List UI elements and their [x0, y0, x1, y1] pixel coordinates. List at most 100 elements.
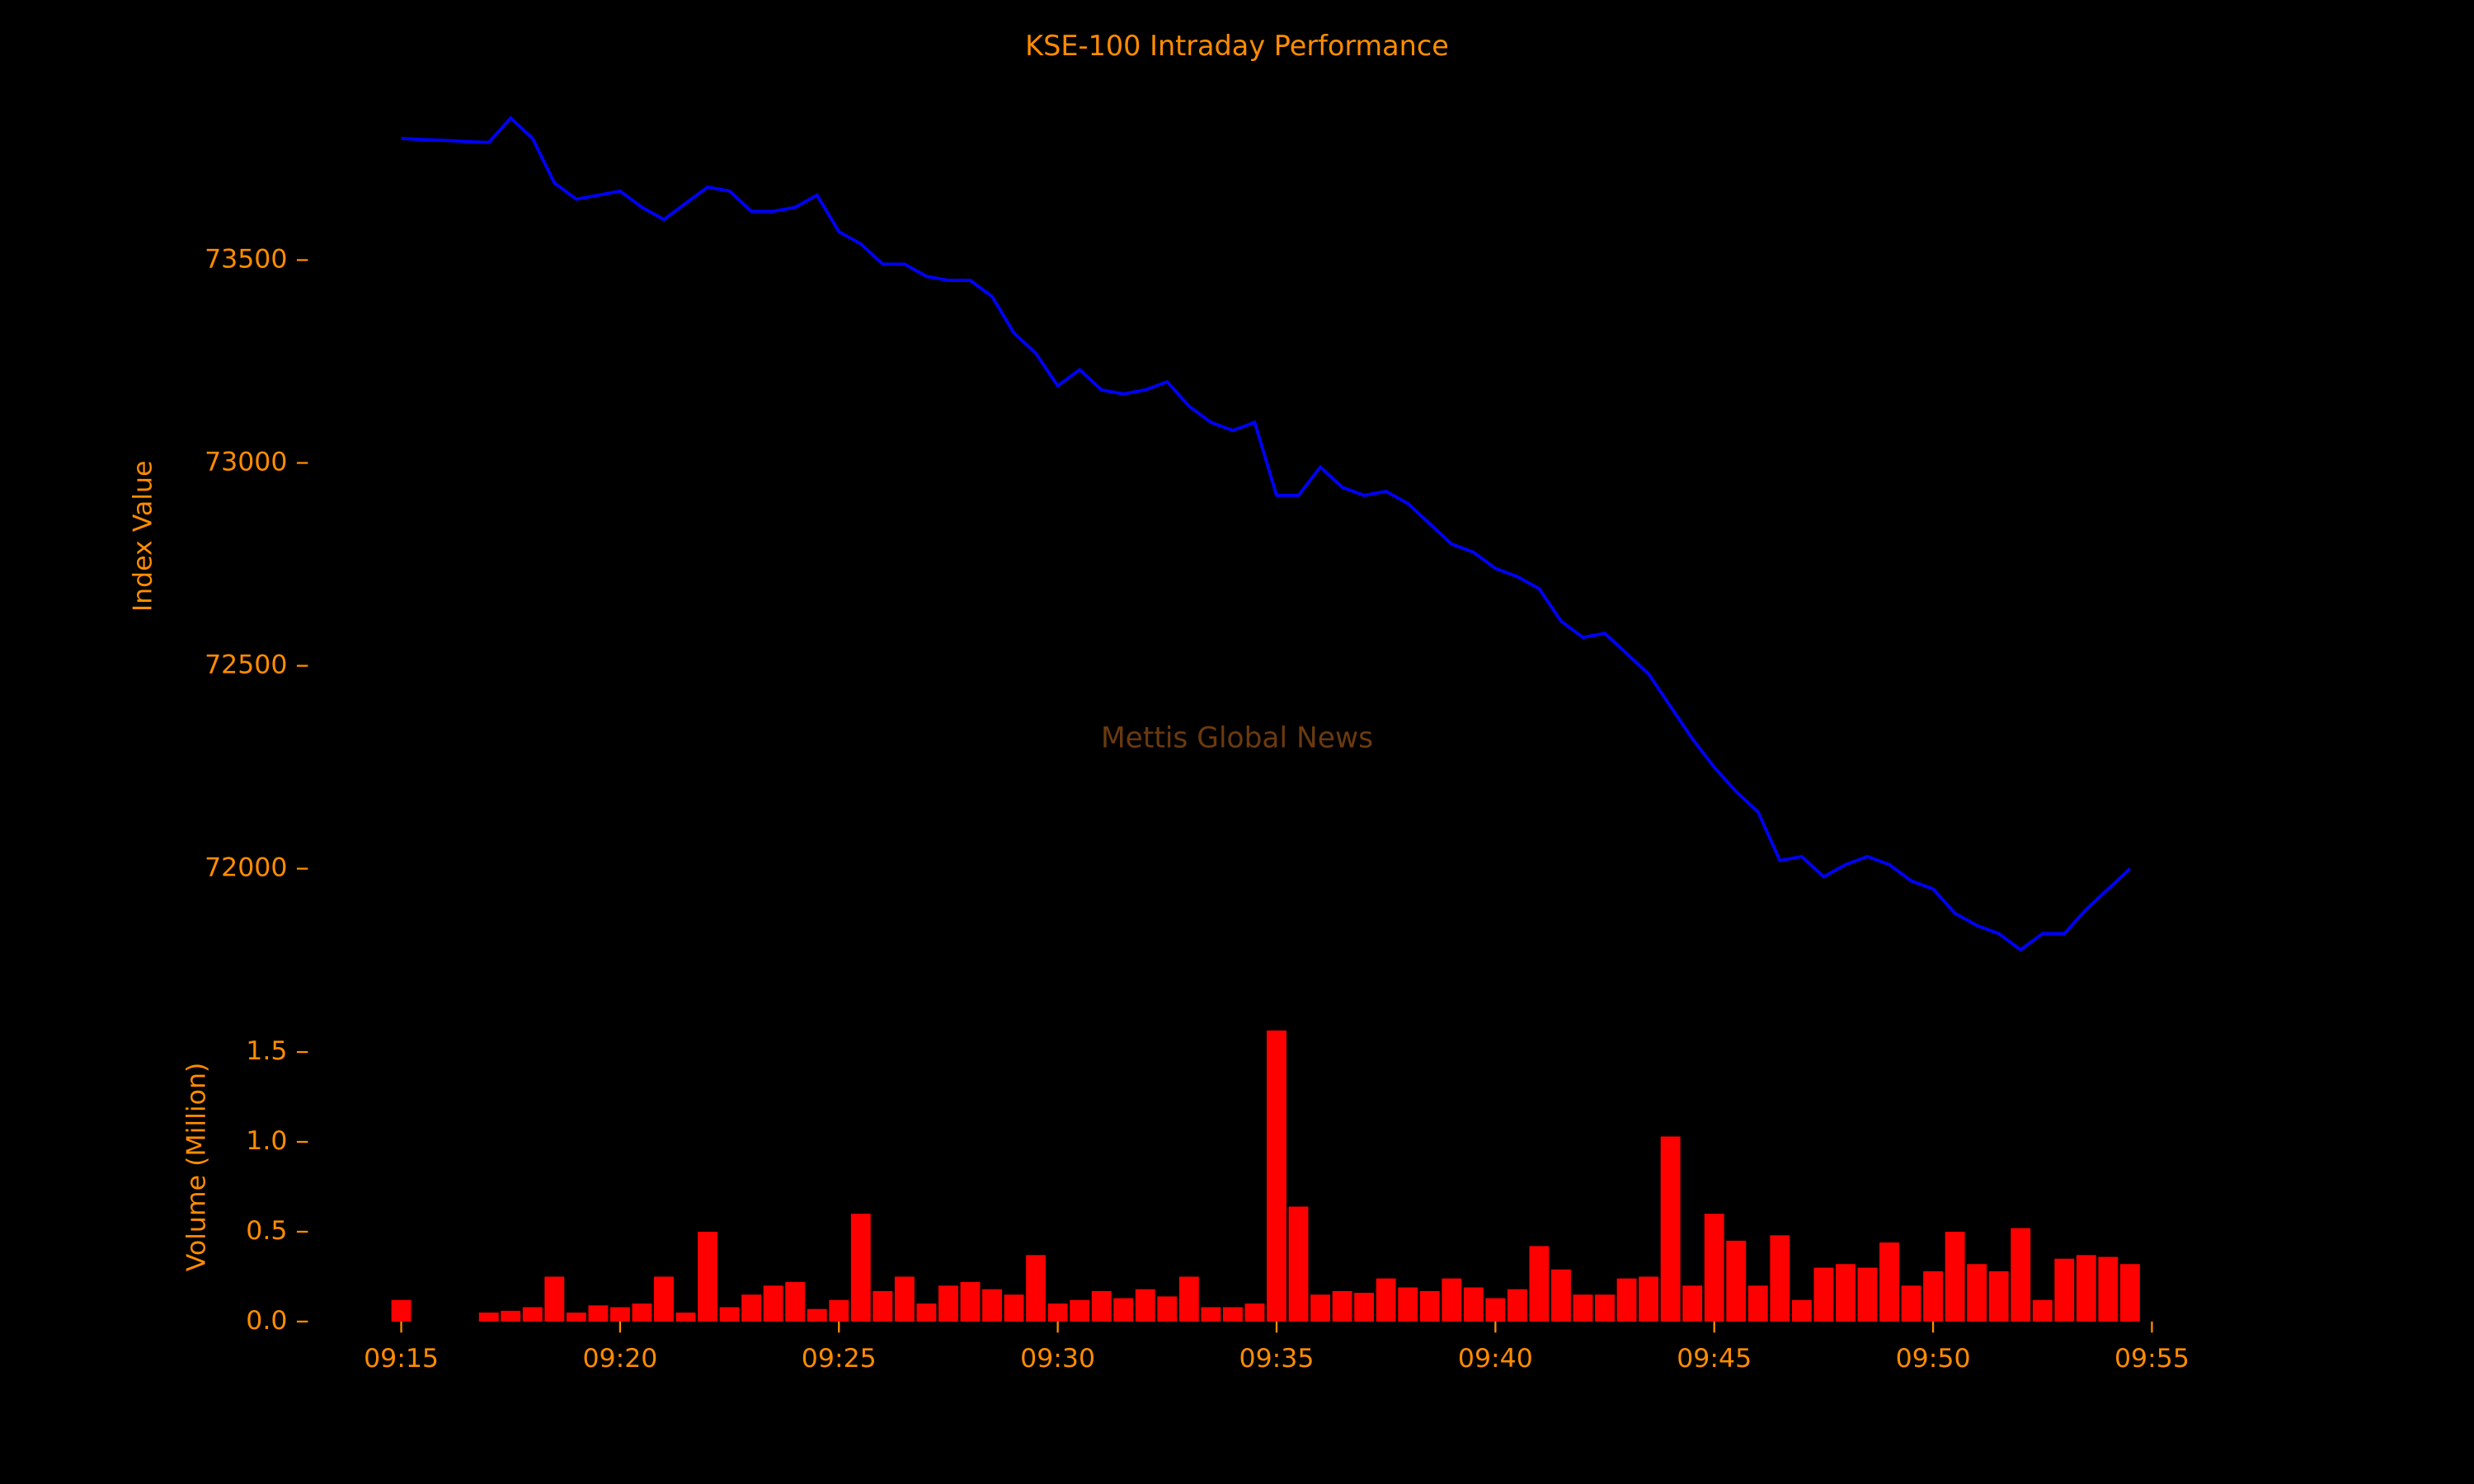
y-axis-label: Index Value: [128, 461, 158, 613]
x-tick-label: 09:50: [1896, 1344, 1971, 1374]
volume-bar: [1091, 1290, 1112, 1322]
volume-bar: [1770, 1235, 1790, 1322]
volume-bar: [1813, 1267, 1834, 1322]
volume-bar: [478, 1313, 499, 1322]
y-tick-label: 73500: [205, 244, 287, 274]
volume-bar: [1485, 1298, 1506, 1322]
y-tick-label: 1.5: [246, 1036, 287, 1066]
volume-bar: [1070, 1299, 1090, 1322]
x-tick-label: 09:15: [364, 1344, 439, 1374]
volume-bar: [829, 1299, 849, 1322]
volume-bar: [1288, 1206, 1309, 1322]
volume-bar: [1354, 1293, 1375, 1322]
y-tick-label: 0.5: [246, 1216, 287, 1246]
volume-bar: [501, 1310, 521, 1322]
volume-bar: [1835, 1264, 1856, 1322]
x-tick-label: 09:20: [582, 1344, 657, 1374]
volume-bar: [566, 1313, 586, 1322]
volume-bar: [1791, 1299, 1812, 1322]
volume-bar: [1704, 1214, 1724, 1322]
x-tick-label: 09:25: [802, 1344, 877, 1374]
volume-bar: [609, 1307, 630, 1322]
volume-bar: [1660, 1136, 1681, 1322]
volume-bar: [1442, 1278, 1462, 1322]
volume-bar: [1726, 1240, 1747, 1322]
volume-bar: [1901, 1285, 1921, 1322]
x-tick-label: 09:30: [1020, 1344, 1095, 1374]
volume-bar: [2076, 1255, 2096, 1322]
y-tick-label: 0.0: [246, 1306, 287, 1336]
x-tick-label: 09:45: [1677, 1344, 1752, 1374]
volume-bar: [1201, 1307, 1221, 1322]
volume-bar: [1463, 1287, 1484, 1322]
volume-bar: [2032, 1299, 2053, 1322]
volume-bar: [894, 1276, 915, 1322]
index-line: [401, 115, 2132, 952]
x-tick-label: 09:35: [1239, 1344, 1315, 1374]
volume-bar: [1595, 1294, 1615, 1322]
volume-bar: [1616, 1278, 1637, 1322]
volume-bar: [1178, 1276, 1199, 1322]
volume-bar: [1047, 1303, 1068, 1322]
volume-bar: [391, 1299, 412, 1322]
volume-bar: [1573, 1294, 1593, 1322]
volume-bar: [916, 1303, 937, 1322]
volume-bar: [1967, 1264, 1987, 1322]
volume-bar: [1639, 1276, 1659, 1322]
volume-bar: [1244, 1303, 1265, 1322]
volume-bar: [982, 1289, 1002, 1322]
y-axis-label: Volume (Million): [181, 1063, 211, 1272]
volume-bar: [1310, 1294, 1331, 1322]
volume-bar: [763, 1285, 783, 1322]
y-tick-label: 1.0: [246, 1126, 287, 1156]
volume-bar: [1157, 1296, 1178, 1322]
volume-bar: [1398, 1287, 1418, 1322]
volume-bar: [741, 1294, 762, 1322]
x-tick-label: 09:40: [1458, 1344, 1533, 1374]
volume-bar: [785, 1282, 806, 1322]
volume-bar: [2098, 1256, 2119, 1322]
volume-bar: [1923, 1270, 1944, 1322]
volume-bar: [675, 1313, 696, 1322]
volume-bar: [1988, 1270, 2009, 1322]
watermark: Mettis Global News: [1101, 722, 1373, 755]
volume-bar: [632, 1303, 652, 1322]
volume-bar: [719, 1307, 740, 1322]
volume-bar: [1529, 1246, 1550, 1322]
volume-bar: [960, 1282, 981, 1322]
volume-bar: [872, 1290, 893, 1322]
volume-bar: [1419, 1290, 1440, 1322]
volume-bar: [522, 1307, 543, 1322]
volume-bar: [698, 1232, 717, 1322]
volume-bar: [1222, 1307, 1243, 1322]
volume-bar: [1551, 1269, 1571, 1322]
volume-bar: [1857, 1267, 1878, 1322]
volume-bar: [1026, 1255, 1047, 1322]
volume-bar: [2119, 1264, 2140, 1322]
volume-bar: [807, 1308, 827, 1322]
volume-bar: [2011, 1228, 2031, 1322]
y-tick-label: 73000: [205, 448, 287, 477]
volume-bar: [1004, 1294, 1024, 1322]
volume-bar: [850, 1214, 871, 1322]
volume-bar: [1879, 1242, 1899, 1322]
volume-bar: [544, 1276, 565, 1322]
volume-bar: [938, 1285, 958, 1322]
volume-bar: [1682, 1285, 1703, 1322]
volume-bar: [1507, 1289, 1527, 1322]
volume-bar: [1267, 1030, 1286, 1322]
y-tick-label: 72000: [205, 853, 287, 883]
volume-bar: [1376, 1278, 1396, 1322]
volume-bar: [1747, 1285, 1768, 1322]
volume-bar: [588, 1305, 609, 1322]
volume-bar: [1135, 1289, 1155, 1322]
volume-bar: [2054, 1258, 2075, 1322]
volume-bar: [1113, 1298, 1134, 1322]
chart-title: KSE-100 Intraday Performance: [1025, 30, 1449, 62]
y-tick-label: 72500: [205, 650, 287, 680]
x-tick-label: 09:55: [2114, 1344, 2189, 1374]
volume-bar: [654, 1276, 674, 1322]
volume-bar: [1945, 1232, 1965, 1322]
